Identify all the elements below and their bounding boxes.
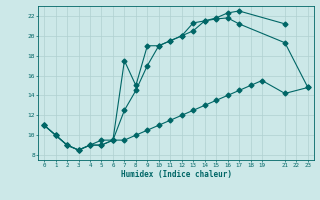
X-axis label: Humidex (Indice chaleur): Humidex (Indice chaleur) xyxy=(121,170,231,179)
